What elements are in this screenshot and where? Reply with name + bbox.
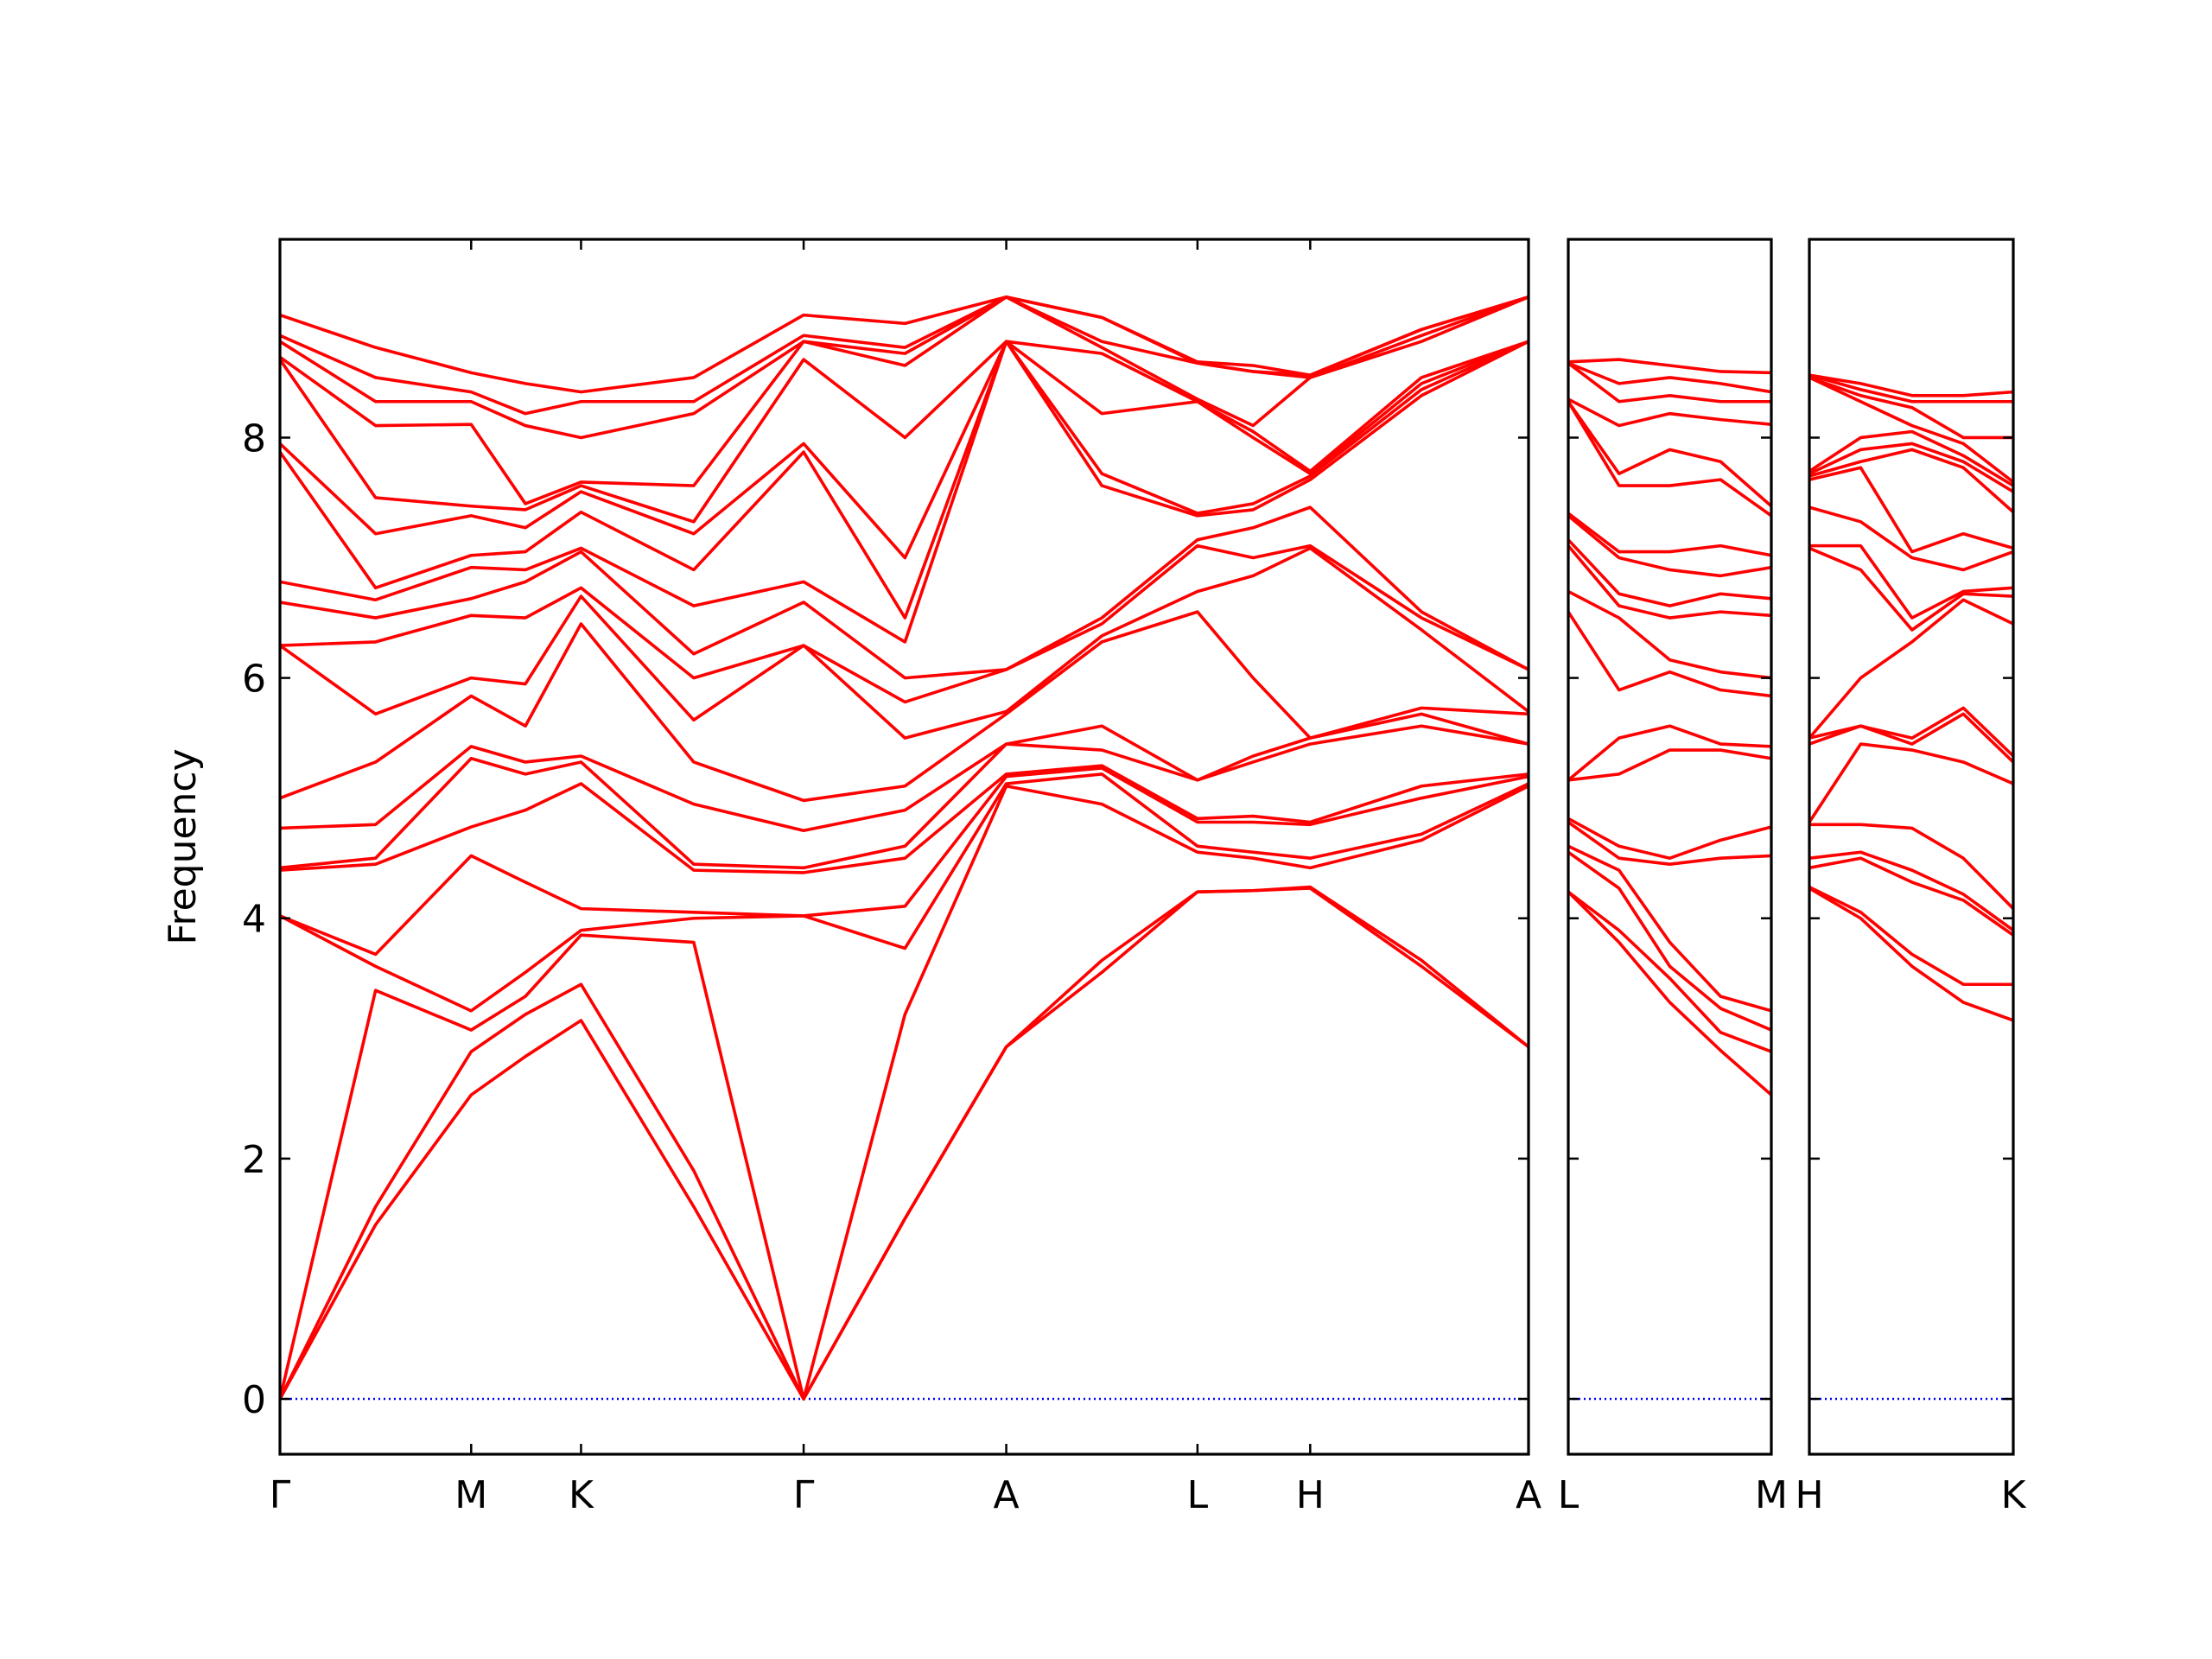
band xyxy=(280,340,1529,644)
band xyxy=(1568,543,1771,620)
band xyxy=(1809,505,2013,572)
band xyxy=(280,887,1529,1401)
band xyxy=(1809,823,2013,911)
band xyxy=(280,340,1529,524)
band xyxy=(280,543,1529,704)
band xyxy=(1809,885,2013,987)
band xyxy=(280,764,1529,874)
band xyxy=(280,784,1529,1401)
band xyxy=(1809,543,2013,620)
band xyxy=(1568,512,1771,557)
band xyxy=(280,712,1529,833)
band xyxy=(1568,748,1771,782)
band xyxy=(1809,850,2013,932)
band xyxy=(1568,358,1771,375)
y-tick-label: 2 xyxy=(242,1138,266,1182)
frame xyxy=(1567,238,1773,1456)
band xyxy=(1568,399,1771,518)
y-tick-label: 4 xyxy=(242,898,266,942)
band xyxy=(280,505,1529,680)
y-tick-label: 6 xyxy=(242,658,266,702)
x-tick-label: A xyxy=(1516,1473,1541,1517)
y-tick-label: 0 xyxy=(242,1378,266,1422)
plot-area xyxy=(280,295,1529,1401)
band xyxy=(280,340,1529,620)
band xyxy=(1568,890,1771,1053)
band xyxy=(1568,514,1771,578)
x-tick-label: M xyxy=(454,1473,487,1517)
band xyxy=(1568,361,1771,404)
x-tick-label: H xyxy=(1296,1473,1325,1517)
x-tick-label: L xyxy=(1187,1473,1209,1517)
band xyxy=(1568,820,1771,866)
band xyxy=(1809,373,2013,397)
band xyxy=(280,295,1529,416)
band xyxy=(1809,856,2013,938)
band xyxy=(1568,610,1771,698)
band xyxy=(280,295,1529,394)
plot-area xyxy=(1568,358,1771,1401)
band xyxy=(1809,887,2013,1022)
band xyxy=(280,766,1529,957)
band xyxy=(1568,817,1771,861)
band xyxy=(1809,373,2013,404)
plot-area xyxy=(1809,373,2013,1401)
y-tick-label: 8 xyxy=(242,416,266,461)
band xyxy=(1568,844,1771,1013)
band xyxy=(280,772,1529,1013)
x-tick-label: Γ xyxy=(793,1473,815,1517)
frame xyxy=(1808,238,2015,1456)
band xyxy=(1809,546,2013,632)
band xyxy=(1809,448,2013,514)
band xyxy=(1568,537,1771,607)
band xyxy=(1809,712,2013,764)
band xyxy=(1809,376,2013,484)
band xyxy=(1568,890,1771,1096)
band xyxy=(280,340,1529,560)
band xyxy=(280,546,1529,740)
x-tick-label: A xyxy=(994,1473,1020,1517)
frame xyxy=(278,238,1530,1456)
x-tick-label: H xyxy=(1795,1473,1823,1517)
band xyxy=(1568,724,1771,782)
band xyxy=(280,295,1529,440)
band xyxy=(280,610,1529,803)
band xyxy=(1568,589,1771,680)
x-tick-label: M xyxy=(1755,1473,1788,1517)
band xyxy=(280,724,1529,870)
band xyxy=(1568,397,1771,428)
x-tick-label: K xyxy=(2001,1473,2027,1517)
band xyxy=(280,885,1529,1401)
x-tick-label: Γ xyxy=(270,1473,291,1517)
band xyxy=(1809,598,2013,740)
band xyxy=(1809,742,2013,824)
x-tick-label: K xyxy=(569,1473,594,1517)
y-axis-label: Frequency xyxy=(161,748,205,944)
x-tick-label: L xyxy=(1558,1473,1580,1517)
band xyxy=(1809,466,2013,554)
band xyxy=(1568,361,1771,394)
band xyxy=(1568,850,1771,1032)
band xyxy=(1568,399,1771,508)
band xyxy=(1809,706,2013,758)
band xyxy=(1809,376,2013,440)
band xyxy=(1809,429,2013,487)
band xyxy=(280,295,1529,505)
band xyxy=(1809,442,2013,493)
